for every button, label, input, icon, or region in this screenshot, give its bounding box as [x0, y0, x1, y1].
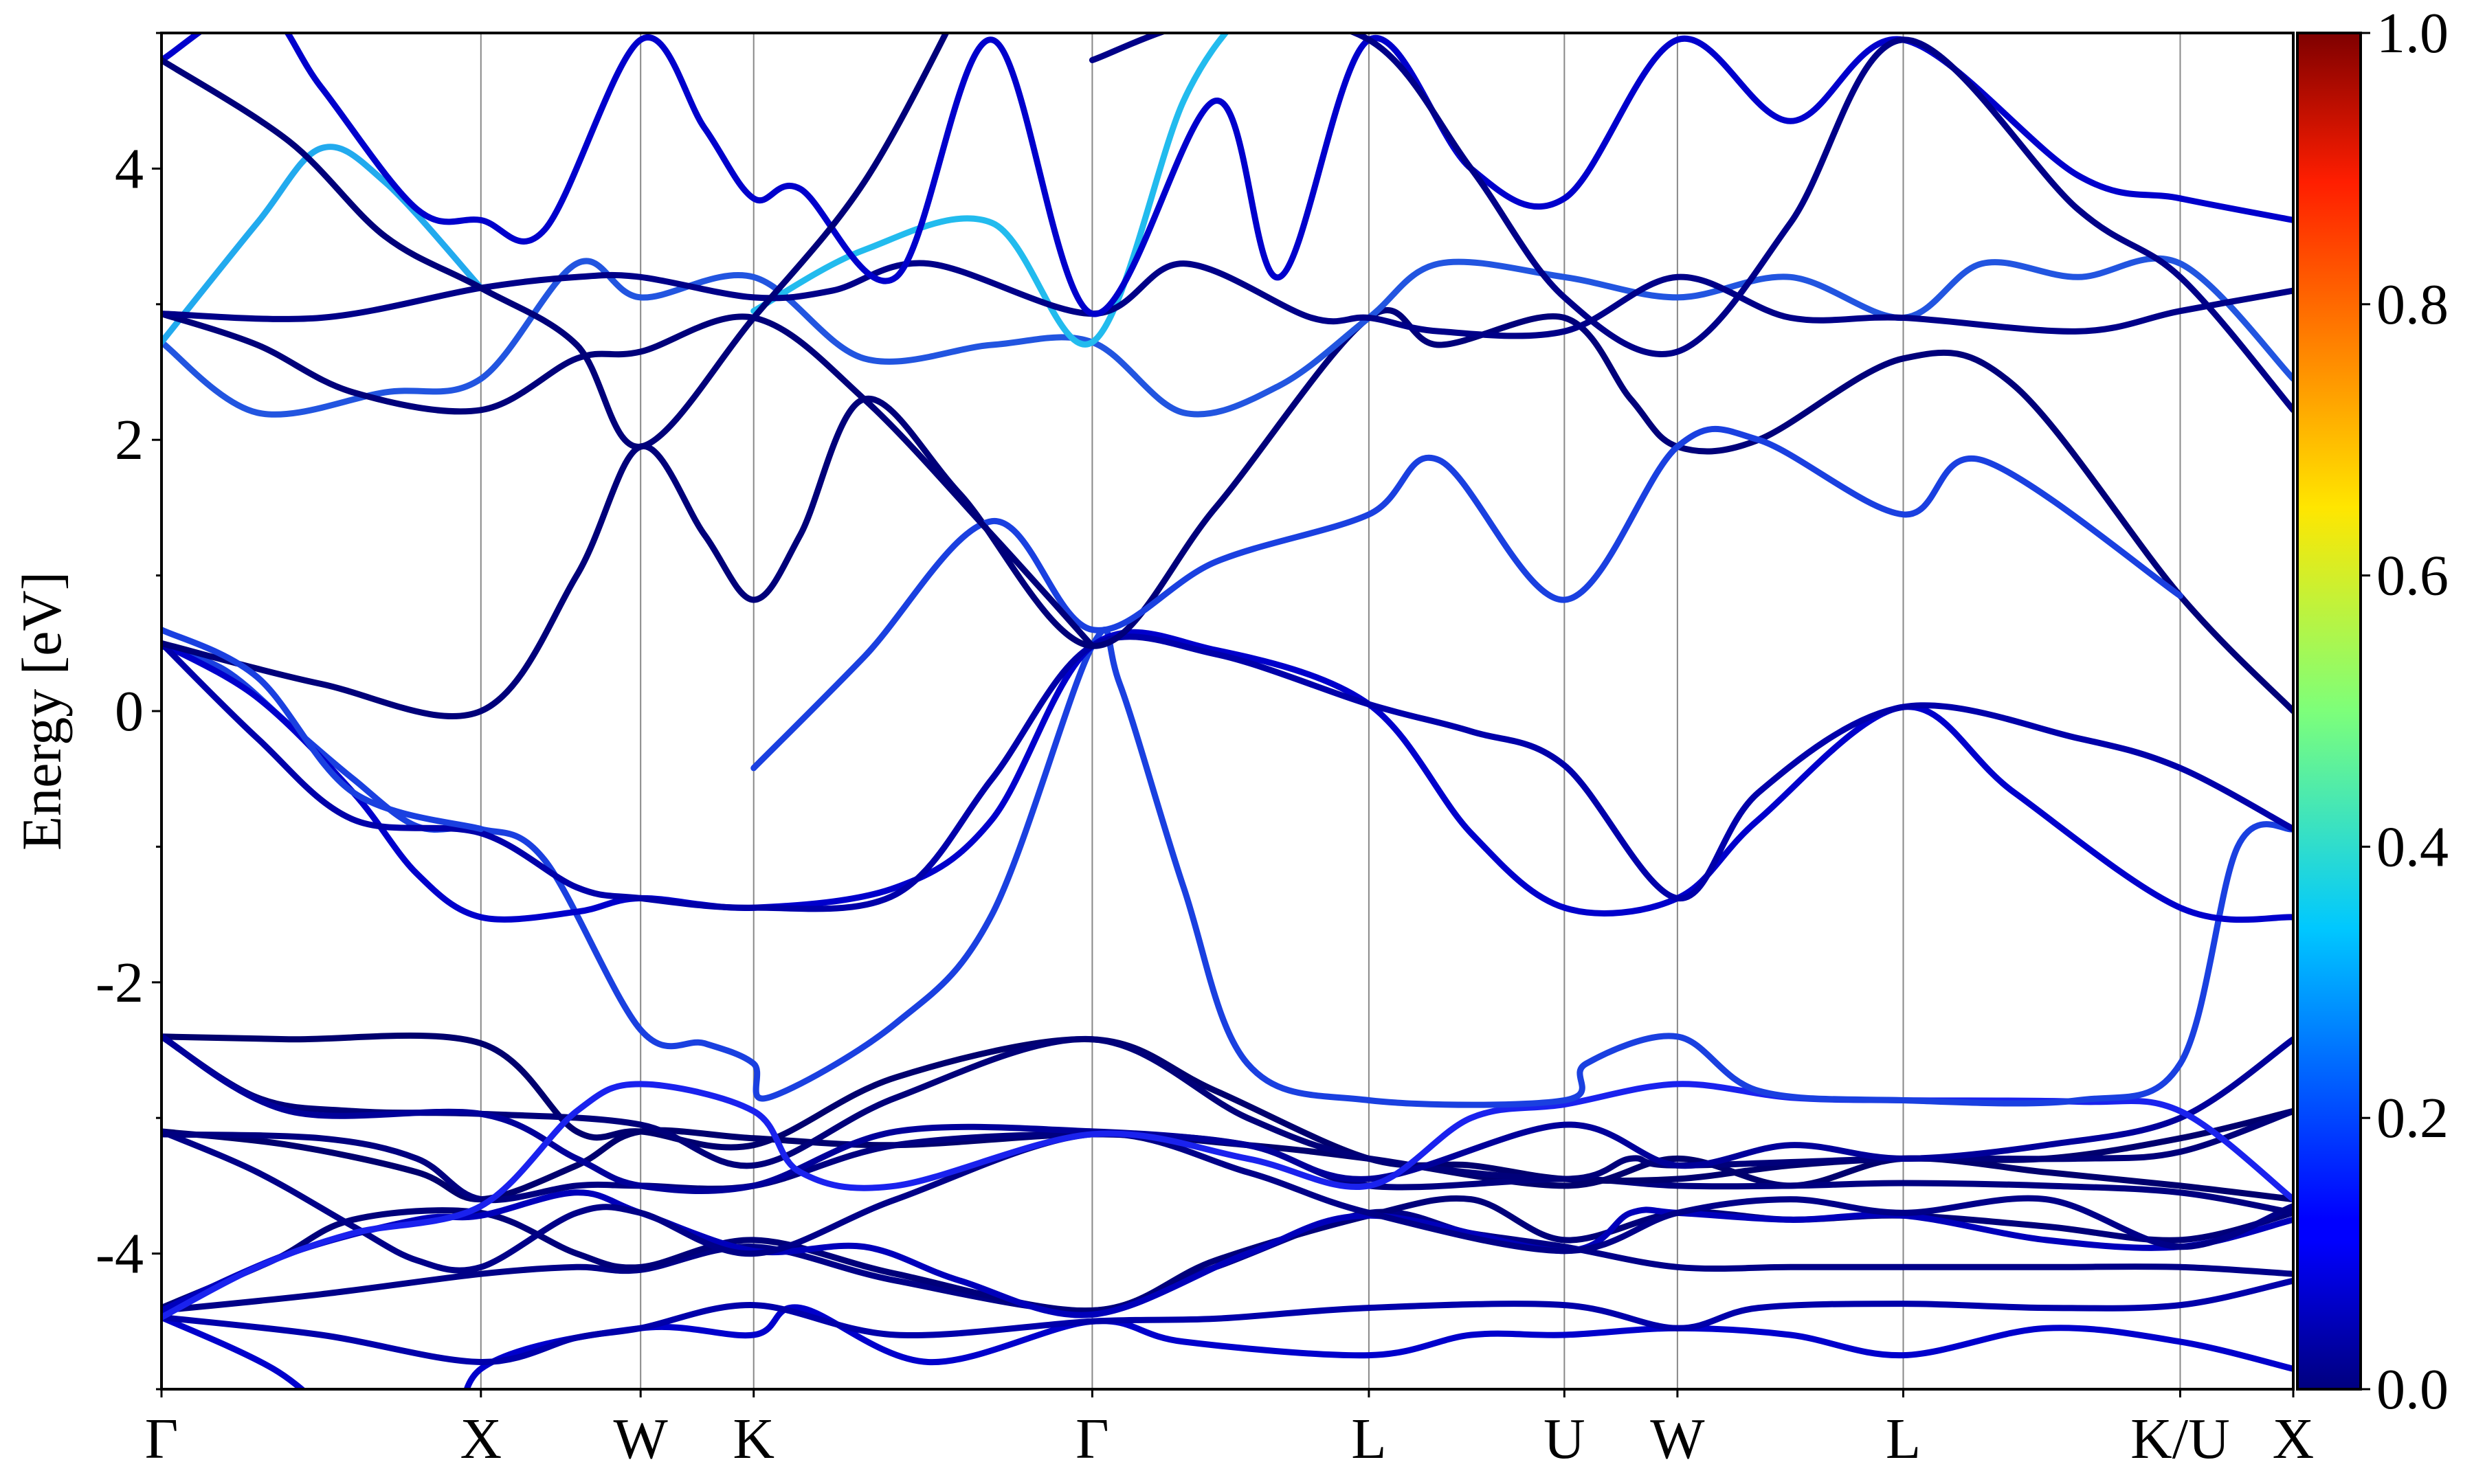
band-line-19 — [161, 144, 484, 346]
band-line-12 — [161, 626, 2293, 1108]
y-tick-label: 0 — [115, 679, 144, 743]
band-line-1 — [161, 1277, 2293, 1366]
band-line-25 — [1089, 33, 2293, 414]
x-tick-label: U — [1544, 1407, 1585, 1471]
band-line-17 — [750, 425, 2183, 772]
x-tick-label: W — [614, 1407, 669, 1471]
colorbar-tick-label: 0.8 — [2376, 273, 2449, 337]
x-axis-ticks: Γ X W K Γ L U W L K/U X — [145, 1389, 2315, 1471]
band-line-14 — [161, 633, 2293, 912]
band-lines — [161, 33, 2293, 1389]
kpoint-grid-lines — [480, 33, 2181, 1389]
x-tick-label: L — [1886, 1407, 1921, 1471]
y-axis-label: Energy [eV] — [10, 572, 73, 851]
colorbar-tick-label: 0.0 — [2376, 1358, 2449, 1421]
band-line-21 — [161, 311, 1095, 649]
colorbar-tick-label: 1.0 — [2376, 1, 2449, 65]
x-tick-label: Γ — [145, 1407, 179, 1471]
x-tick-label: L — [1351, 1407, 1386, 1471]
band-line-18 — [161, 255, 2293, 418]
y-axis-ticks: -4 -2 0 2 4 — [96, 32, 161, 1391]
band-line-22 — [161, 260, 2293, 339]
colorbar-ticks: 0.0 0.2 0.4 0.6 0.8 1.0 — [2361, 1, 2449, 1421]
x-tick-label: X — [2273, 1407, 2315, 1471]
band-line-16 — [161, 627, 484, 833]
y-tick-label: -2 — [96, 951, 144, 1015]
y-tick-label: 2 — [115, 408, 144, 472]
y-tick-label: -4 — [96, 1222, 144, 1286]
band-line-24 — [161, 33, 950, 450]
colorbar-tick-label: 0.2 — [2376, 1086, 2449, 1150]
x-tick-label: K/U — [2130, 1407, 2230, 1471]
x-tick-label: K — [733, 1407, 774, 1471]
x-tick-label: W — [1650, 1407, 1705, 1471]
colorbar — [2296, 32, 2362, 1391]
y-tick-label: 4 — [115, 137, 144, 201]
band-line-20 — [750, 33, 1229, 348]
x-tick-label: Γ — [1076, 1407, 1109, 1471]
band-line-23 — [161, 33, 2293, 317]
band-line-15 — [161, 307, 2293, 720]
band-line-0 — [161, 1304, 2293, 1389]
x-tick-label: X — [460, 1407, 502, 1471]
colorbar-tick-label: 0.4 — [2376, 815, 2449, 879]
colorbar-tick-label: 0.6 — [2376, 544, 2449, 608]
